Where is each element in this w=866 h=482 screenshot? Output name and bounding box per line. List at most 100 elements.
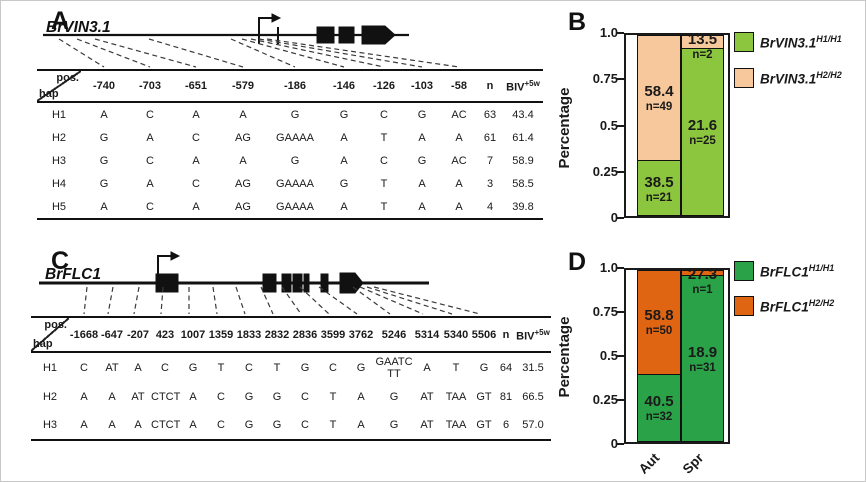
n-cell: 64 xyxy=(499,362,513,374)
legend-label: BrVIN3.1H1/H1 xyxy=(760,34,842,51)
allele-cell: A xyxy=(192,200,200,213)
legend-genotype-superscript: H1/H1 xyxy=(816,34,842,44)
allele-cell: C xyxy=(146,200,154,213)
allele-cell: AT xyxy=(105,362,119,374)
allele-cell: C xyxy=(217,391,225,403)
segment-percent-value: 21.6 xyxy=(687,116,718,134)
hap-cell: H2 xyxy=(51,131,67,144)
allele-cell: C xyxy=(192,131,200,144)
position-header: 5314 xyxy=(414,328,440,341)
allele-cell: A xyxy=(418,177,426,190)
legend-genotype-superscript: H1/H1 xyxy=(808,263,835,273)
allele-cell: A xyxy=(192,108,200,121)
allele-cell: GAAAA xyxy=(276,177,314,190)
allele-cell: A xyxy=(357,391,365,403)
y-tick-label: 0.75 xyxy=(592,71,618,87)
position-header: 3599 xyxy=(320,328,346,341)
allele-cell: AC xyxy=(451,108,467,121)
bar-value-label: 58.8 n=50 xyxy=(638,308,680,337)
bar-segment-brflc1h2h2 xyxy=(638,271,680,375)
position-linkage-dash xyxy=(318,286,358,315)
n-cell: 6 xyxy=(502,419,510,431)
y-tick-mark xyxy=(617,267,624,269)
exon-arrow-box xyxy=(339,272,364,294)
allele-cell: A xyxy=(357,419,365,431)
biv-header: BIV+5w xyxy=(506,79,540,94)
biv-superscript: +5w xyxy=(534,327,550,337)
allele-cell: A xyxy=(455,200,463,213)
y-tick-label: 1.0 xyxy=(599,260,618,275)
allele-cell: A xyxy=(455,131,463,144)
allele-cell: GAATC TT xyxy=(375,356,413,380)
segment-n-count: n=21 xyxy=(645,191,673,204)
biv-cell: 66.5 xyxy=(522,391,544,403)
stacked-bar: 21.6 n=25 13.5 n=2 xyxy=(681,32,724,216)
allele-cell: G xyxy=(272,391,282,403)
legend-genotype-superscript: H2/H2 xyxy=(808,298,835,308)
allele-cell: TAA xyxy=(445,419,467,431)
allele-cell: G xyxy=(99,154,109,167)
position-linkage-dash xyxy=(58,38,105,68)
legend-swatch xyxy=(734,261,754,281)
corner-hap-label: hap xyxy=(33,338,53,350)
allele-cell: C xyxy=(161,362,169,374)
position-header: -647 xyxy=(100,328,124,341)
position-linkage-dash xyxy=(366,286,453,315)
position-header: -703 xyxy=(138,80,162,92)
y-tick-label: 1.0 xyxy=(599,25,618,40)
bar-value-label: 13.5 n=2 xyxy=(682,32,723,61)
position-linkage-dash xyxy=(266,38,460,68)
position-linkage-dash xyxy=(281,286,302,315)
bar-segment-brflc1h1h1 xyxy=(682,276,723,441)
segment-n-count: n=31 xyxy=(689,361,716,374)
exon-box xyxy=(262,273,277,293)
table-header-row: pos. hap -740 -703 -651 -579 -186 -146 -126 -103 -… xyxy=(37,71,543,103)
allele-cell: T xyxy=(329,391,337,403)
allele-cell: GT xyxy=(476,419,492,431)
allele-cell: G xyxy=(99,131,109,144)
position-header: -126 xyxy=(372,80,396,92)
y-tick-label: 0 xyxy=(610,210,618,225)
position-header: 3762 xyxy=(348,328,374,341)
allele-cell: A xyxy=(239,154,247,167)
position-linkage-dash xyxy=(160,286,164,315)
position-linkage-dash xyxy=(359,286,424,315)
position-header: 1833 xyxy=(236,328,262,341)
table-row: H2 A A AT CTCT A C G G C T A G AT TAA GT 81 66.5 xyxy=(31,383,551,411)
allele-cell: A xyxy=(108,391,116,403)
n-cell: 61 xyxy=(483,131,497,144)
plot-frame: 40.5 n=32 58.8 n=50 18.9 n=31 27.3 n=1 xyxy=(624,267,730,444)
bar-value-label: 58.4 n=49 xyxy=(638,84,680,113)
segment-percent-value: 58.4 xyxy=(644,83,674,101)
allele-cell: T xyxy=(452,362,460,374)
allele-cell: AT xyxy=(131,391,145,403)
hap-cell: H5 xyxy=(51,200,67,213)
legend-label: BrVIN3.1H2/H2 xyxy=(760,70,842,87)
stacked-bar: 40.5 n=32 58.8 n=50 xyxy=(637,270,681,442)
table-row: H1 C AT A C G T C T G C G GAATC TT A T G 64 31.5 xyxy=(31,353,551,383)
legend-genotype-superscript: H2/H2 xyxy=(816,70,842,80)
allele-cell: A xyxy=(146,131,154,144)
exon-arrow-box xyxy=(361,25,396,45)
tss-arrow xyxy=(258,17,272,27)
position-header: -579 xyxy=(231,80,255,92)
exon-box xyxy=(292,273,303,293)
position-linkage-dash xyxy=(148,38,244,68)
allele-cell: A xyxy=(189,419,197,431)
position-header: 423 xyxy=(155,328,175,341)
segment-percent-value: 40.5 xyxy=(644,393,674,411)
table-row: H1 A C A A G G C G AC 63 43.4 xyxy=(37,103,543,126)
panel-a-label: A xyxy=(51,7,70,35)
bar-value-label: 21.6 n=25 xyxy=(682,118,723,147)
allele-cell: C xyxy=(301,419,309,431)
gene-diagram-brflc1: BrFLC1 xyxy=(39,251,481,315)
allele-cell: A xyxy=(80,391,88,403)
y-tick-mark xyxy=(617,311,624,313)
exon-box xyxy=(303,273,310,293)
position-header: -103 xyxy=(410,80,434,92)
allele-cell: G xyxy=(417,108,427,121)
position-header: -146 xyxy=(332,80,356,92)
bar-segment-brvin31h2h2 xyxy=(682,36,723,49)
bar-segment-brflc1h1h1 xyxy=(638,374,680,441)
hap-cell: H2 xyxy=(42,391,58,403)
